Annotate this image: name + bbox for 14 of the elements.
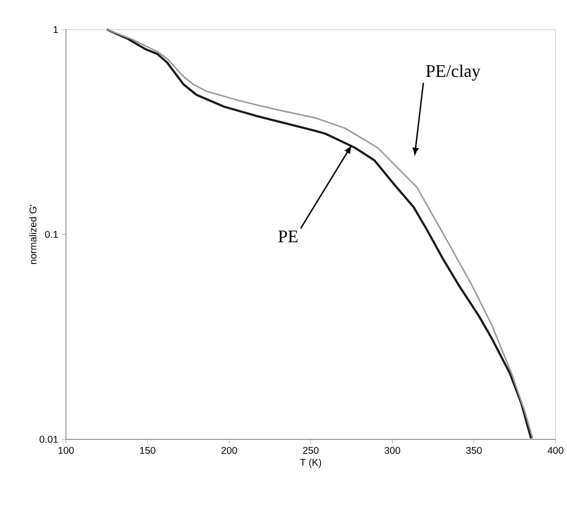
y-tick-label: 1 [54, 26, 58, 33]
x-tick-label: 100 [58, 446, 74, 454]
x-tick-label: 300 [384, 446, 400, 454]
x-tick-label: 200 [221, 446, 237, 454]
x-tick-label: 150 [140, 446, 156, 454]
y-axis-title: normalized G' [29, 204, 36, 264]
x-tick-label: 250 [303, 446, 319, 454]
annotation: PE [278, 230, 298, 242]
x-tick-label: 400 [548, 446, 564, 454]
annotation: PE/clay [426, 64, 480, 81]
y-tick-label: 0.01 [40, 436, 58, 443]
x-tick-label: 350 [466, 446, 482, 454]
x-axis-title: T (K) [300, 458, 322, 468]
y-tick-label: 0.1 [45, 230, 58, 238]
